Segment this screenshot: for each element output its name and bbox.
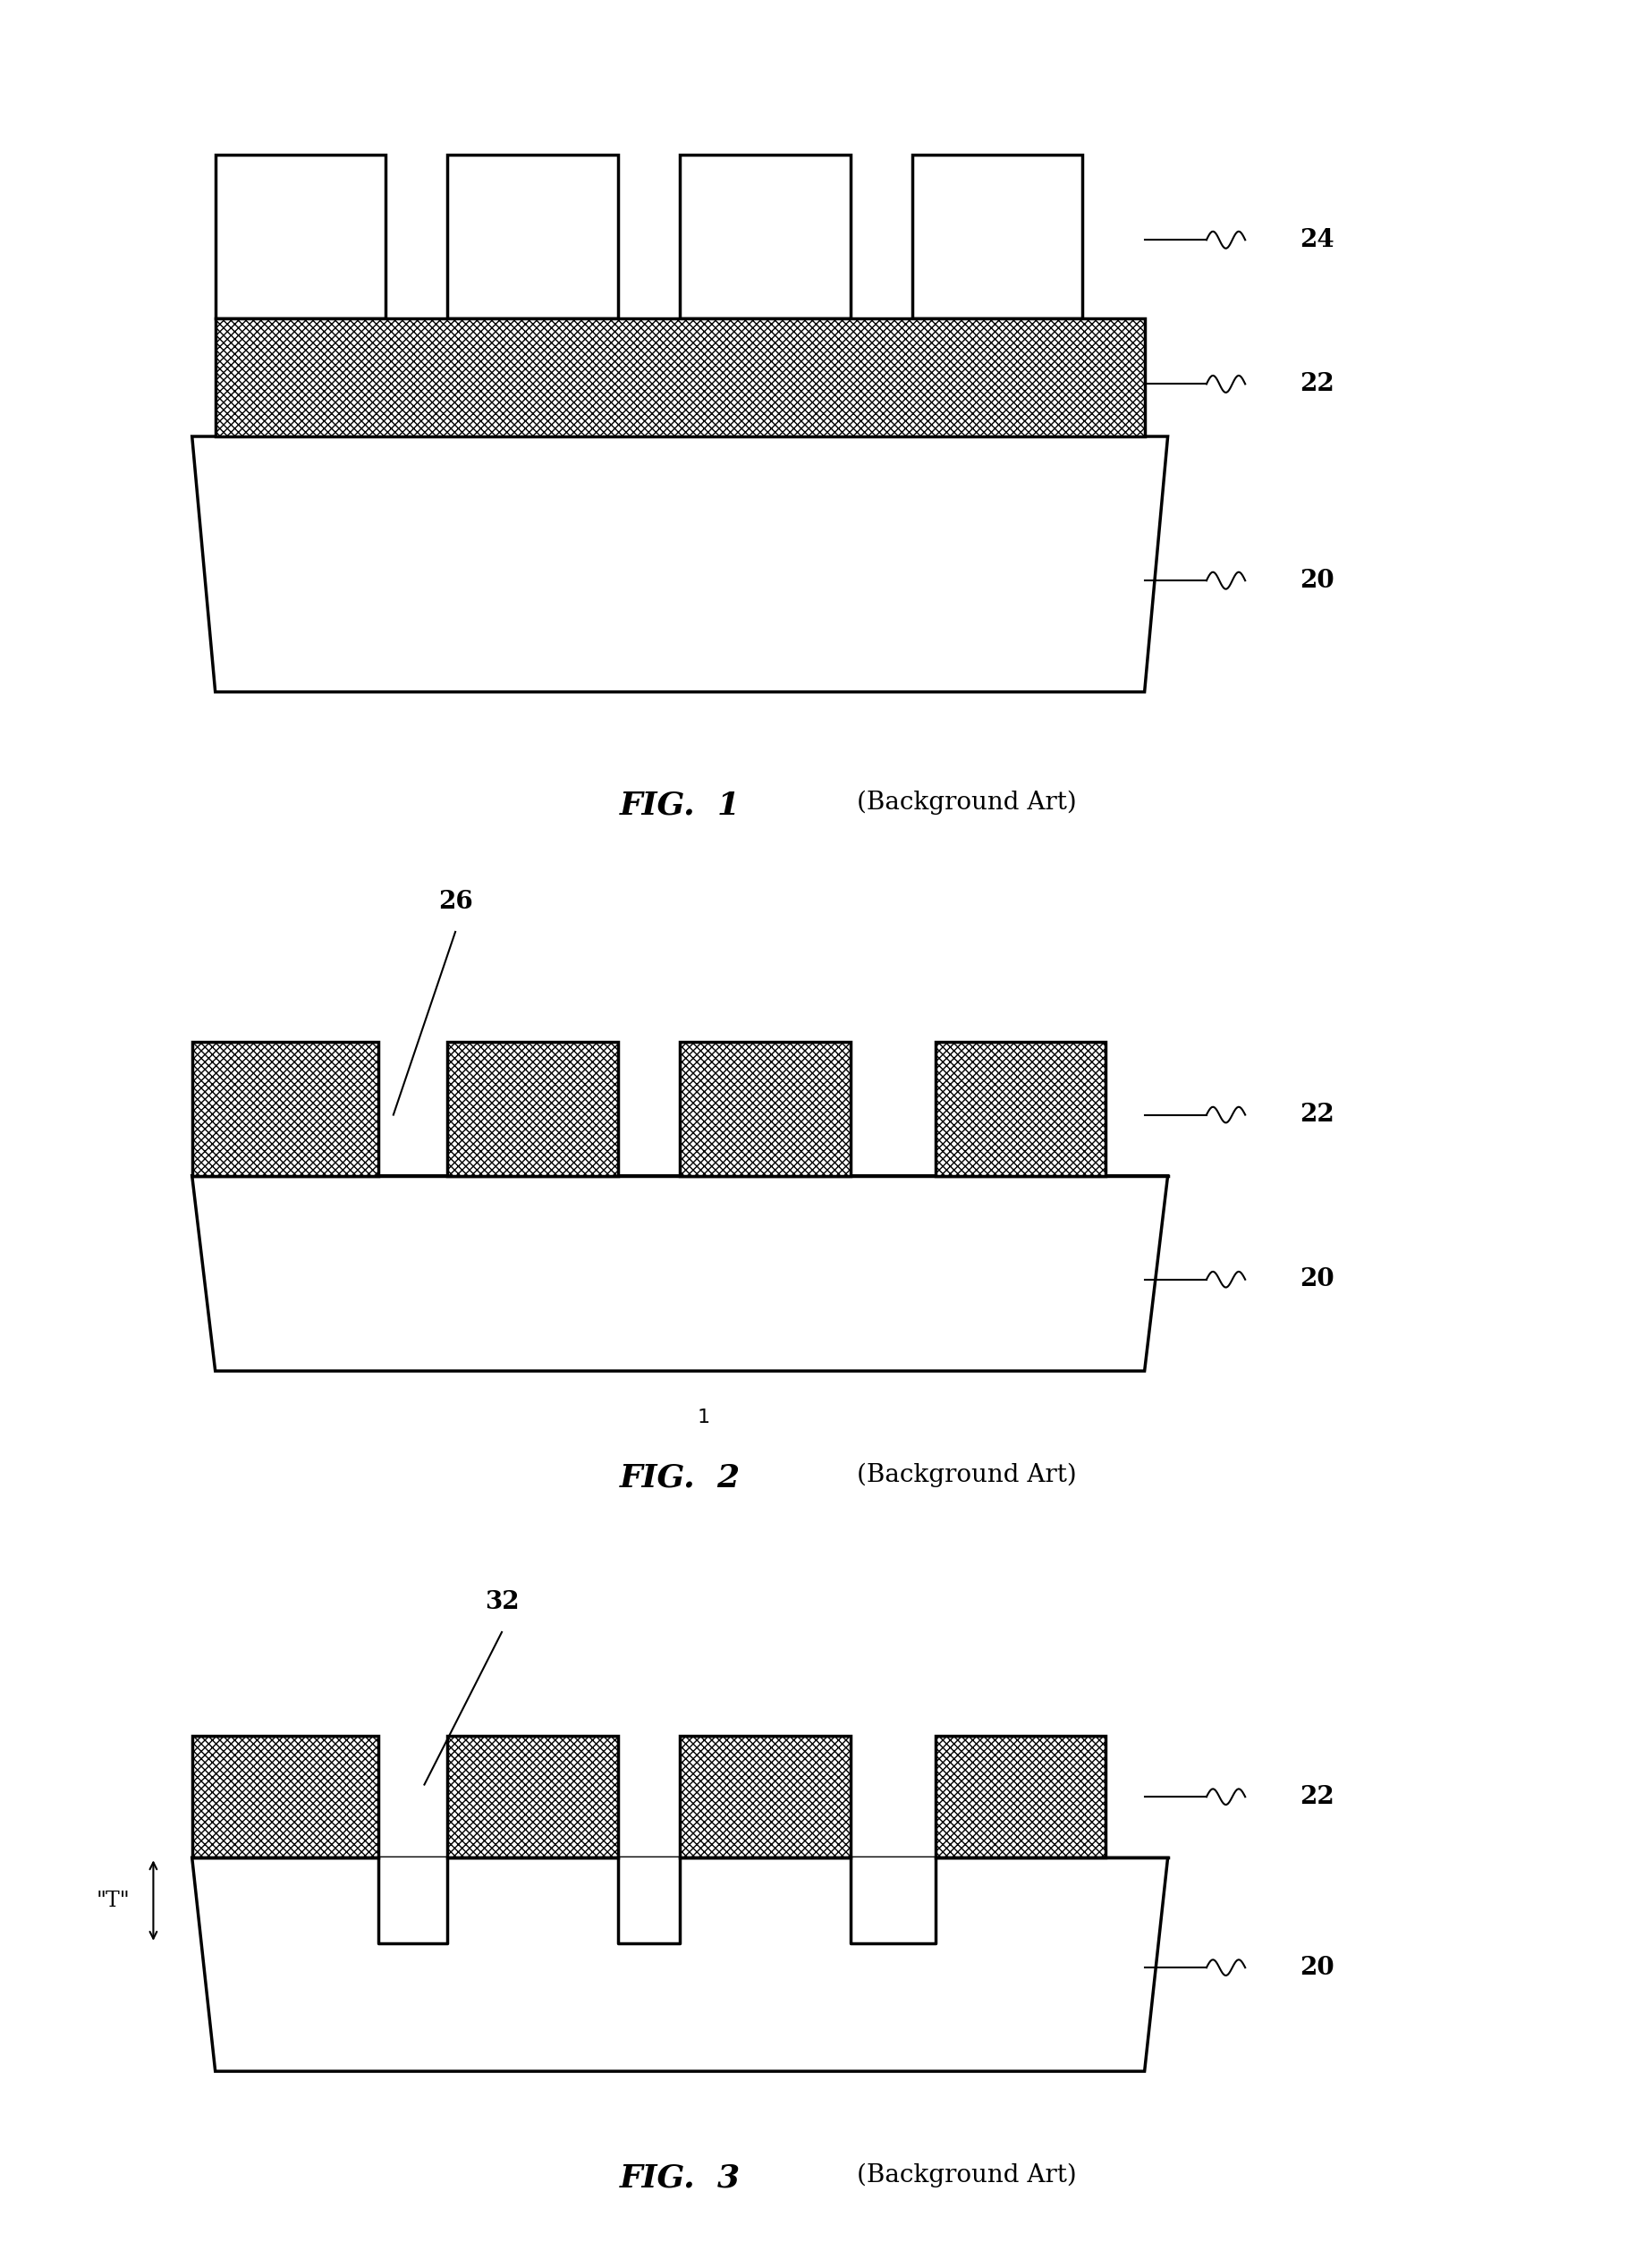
Text: (Background Art): (Background Art) [856, 791, 1077, 815]
Bar [681, 1735, 851, 1857]
Bar [935, 1735, 1105, 1857]
Text: 1: 1 [697, 1410, 709, 1425]
Bar [935, 1041, 1105, 1175]
Bar [681, 154, 851, 319]
Text: FIG.  2: FIG. 2 [620, 1462, 740, 1493]
Polygon shape [192, 1175, 1168, 1371]
Text: 22: 22 [1300, 373, 1335, 395]
Text: 20: 20 [1300, 1956, 1333, 1979]
Bar [192, 1735, 378, 1857]
Text: 24: 24 [1300, 228, 1333, 253]
Text: 20: 20 [1300, 569, 1333, 592]
Text: 20: 20 [1300, 1267, 1333, 1292]
Polygon shape [192, 1857, 1168, 2072]
Bar [448, 1041, 618, 1175]
Bar [448, 154, 618, 319]
Bar [448, 1735, 618, 1857]
Bar [215, 154, 385, 319]
Text: "T": "T" [96, 1891, 131, 1911]
Bar [912, 154, 1082, 319]
Bar [618, 1857, 681, 1943]
Text: (Background Art): (Background Art) [856, 2162, 1077, 2187]
Bar [192, 1041, 378, 1175]
Text: (Background Art): (Background Art) [856, 1462, 1077, 1486]
Bar [378, 1857, 448, 1943]
Polygon shape [192, 436, 1168, 691]
Bar [851, 1857, 935, 1943]
Text: 32: 32 [484, 1590, 519, 1613]
Bar [215, 319, 1145, 436]
Text: 22: 22 [1300, 1785, 1335, 1809]
Text: 22: 22 [1300, 1102, 1335, 1127]
Text: FIG.  3: FIG. 3 [620, 2162, 740, 2193]
Text: FIG.  1: FIG. 1 [620, 791, 740, 820]
Bar [681, 1041, 851, 1175]
Text: 26: 26 [438, 890, 472, 913]
